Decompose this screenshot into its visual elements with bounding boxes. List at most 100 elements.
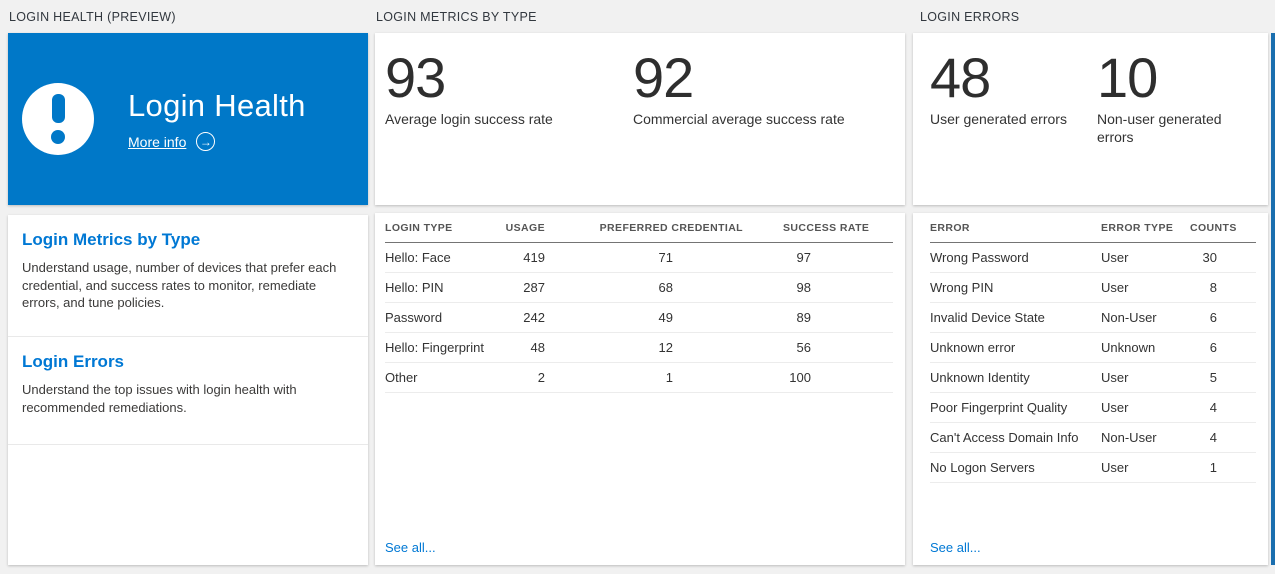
table-cell: Password bbox=[385, 310, 443, 325]
table-row[interactable]: Hello: Face 419 71 97 bbox=[385, 243, 893, 273]
table-cell: 242 bbox=[523, 310, 545, 325]
table-cell: 97 bbox=[796, 250, 811, 265]
table-cell: 89 bbox=[796, 310, 811, 325]
table-row[interactable]: Password 242 49 89 bbox=[385, 303, 893, 333]
table-cell: Wrong Password bbox=[930, 250, 1029, 265]
table-cell: Wrong PIN bbox=[930, 280, 994, 295]
table-cell: Unknown Identity bbox=[930, 370, 1030, 385]
login-errors-panel: LOGIN ERRORS 48 User generated errors 10… bbox=[913, 0, 1268, 565]
table-row[interactable]: Hello: PIN 287 68 98 bbox=[385, 273, 893, 303]
table-cell: 8 bbox=[1209, 280, 1217, 295]
column-header: COUNTS bbox=[1190, 221, 1237, 234]
table-row[interactable]: Wrong Password User 30 bbox=[930, 243, 1256, 273]
table-cell: User bbox=[1101, 280, 1129, 295]
table-cell: 4 bbox=[1209, 430, 1217, 445]
panel-header-login-health: LOGIN HEALTH (PREVIEW) bbox=[9, 9, 176, 24]
table-cell: No Logon Servers bbox=[930, 460, 1035, 475]
arrow-right-circle-icon[interactable]: → bbox=[196, 132, 216, 151]
login-metrics-table-card: LOGIN TYPE USAGE PREFERRED CREDENTIAL SUCCE… bbox=[375, 213, 905, 565]
table-cell: 419 bbox=[523, 250, 545, 265]
login-health-sections-card: Login Metrics by Type Understand usage, … bbox=[8, 215, 368, 565]
login-metrics-panel: LOGIN METRICS BY TYPE 93 Average login s… bbox=[375, 0, 905, 565]
table-cell: Non-User bbox=[1101, 310, 1157, 325]
table-cell: Hello: PIN bbox=[385, 280, 444, 295]
table-cell: Non-User bbox=[1101, 430, 1157, 445]
exclamation-dot bbox=[51, 130, 65, 144]
login-metrics-stats-card: 93 Average login success rate 92 Commerc… bbox=[375, 33, 905, 205]
stat-label: Commercial average success rate bbox=[633, 111, 845, 128]
table-cell: Hello: Fingerprint bbox=[385, 340, 484, 355]
table-cell: 6 bbox=[1209, 310, 1217, 325]
table-cell: Other bbox=[385, 370, 418, 385]
stat-user-generated-errors: 48 User generated errors bbox=[930, 49, 1097, 205]
stat-non-user-generated-errors: 10 Non-user generated errors bbox=[1097, 49, 1237, 205]
table-row[interactable]: Unknown Identity User 5 bbox=[930, 363, 1256, 393]
table-cell: 48 bbox=[530, 340, 545, 355]
stat-average-login-success-rate: 93 Average login success rate bbox=[385, 49, 633, 205]
stat-label: User generated errors bbox=[930, 111, 1067, 128]
table-cell: 1 bbox=[1209, 460, 1217, 475]
table-row[interactable]: Poor Fingerprint Quality User 4 bbox=[930, 393, 1256, 423]
column-header: LOGIN TYPE bbox=[385, 221, 453, 234]
more-info-row: More info → bbox=[128, 132, 306, 151]
section-description: Understand the top issues with login hea… bbox=[22, 382, 297, 415]
login-metrics-table: LOGIN TYPE USAGE PREFERRED CREDENTIAL SUCCE… bbox=[385, 213, 893, 393]
login-errors-table-card: ERROR ERROR TYPE COUNTS Wrong Password User 3… bbox=[913, 213, 1268, 565]
table-cell: 1 bbox=[665, 370, 673, 385]
login-errors-table: ERROR ERROR TYPE COUNTS Wrong Password User 3… bbox=[930, 213, 1256, 483]
table-row[interactable]: Wrong PIN User 8 bbox=[930, 273, 1256, 303]
section-login-metrics-by-type[interactable]: Login Metrics by Type Understand usage, … bbox=[8, 215, 368, 337]
tile-text: Login Health More info → bbox=[128, 87, 306, 151]
table-row[interactable]: Invalid Device State Non-User 6 bbox=[930, 303, 1256, 333]
table-cell: 49 bbox=[658, 310, 673, 325]
column-header: ERROR bbox=[930, 221, 970, 234]
table-row[interactable]: Unknown error Unknown 6 bbox=[930, 333, 1256, 363]
table-cell: Hello: Face bbox=[385, 250, 451, 265]
table-cell: 4 bbox=[1209, 400, 1217, 415]
table-cell: 2 bbox=[537, 370, 545, 385]
see-all-link[interactable]: See all... bbox=[930, 540, 981, 555]
see-all-link[interactable]: See all... bbox=[385, 540, 436, 555]
login-health-tile[interactable]: Login Health More info → bbox=[8, 33, 368, 205]
column-header: SUCCESS RATE bbox=[783, 221, 870, 234]
more-info-link[interactable]: More info bbox=[128, 133, 187, 150]
table-cell: 6 bbox=[1209, 340, 1217, 355]
table-cell: Unknown error bbox=[930, 340, 1016, 355]
stat-value: 92 bbox=[633, 46, 694, 109]
panel-header-login-errors: LOGIN ERRORS bbox=[920, 9, 1020, 24]
table-row[interactable]: Hello: Fingerprint 48 12 56 bbox=[385, 333, 893, 363]
table-cell: 12 bbox=[658, 340, 673, 355]
next-tile-edge bbox=[1271, 33, 1275, 565]
stat-value: 93 bbox=[385, 46, 446, 109]
table-cell: User bbox=[1101, 400, 1129, 415]
column-header: USAGE bbox=[505, 221, 545, 234]
table-cell: 56 bbox=[796, 340, 811, 355]
table-row[interactable]: No Logon Servers User 1 bbox=[930, 453, 1256, 483]
table-cell: Poor Fingerprint Quality bbox=[930, 400, 1068, 415]
stat-commercial-average-success-rate: 92 Commercial average success rate bbox=[633, 49, 845, 205]
section-title: Login Metrics by Type bbox=[22, 230, 201, 249]
table-row[interactable]: Can't Access Domain Info Non-User 4 bbox=[930, 423, 1256, 453]
section-title: Login Errors bbox=[22, 352, 125, 371]
panel-header-login-metrics: LOGIN METRICS BY TYPE bbox=[376, 9, 537, 24]
table-cell: 100 bbox=[789, 370, 811, 385]
table-cell: 30 bbox=[1202, 250, 1217, 265]
login-health-panel: LOGIN HEALTH (PREVIEW) Login Health More… bbox=[8, 0, 368, 565]
table-cell: User bbox=[1101, 460, 1129, 475]
table-cell: 5 bbox=[1209, 370, 1217, 385]
exclamation-icon bbox=[22, 83, 94, 155]
table-cell: Can't Access Domain Info bbox=[930, 430, 1079, 445]
stat-value: 48 bbox=[930, 46, 991, 109]
section-description: Understand usage, number of devices that… bbox=[22, 260, 337, 310]
table-header-row: ERROR ERROR TYPE COUNTS bbox=[930, 213, 1256, 243]
stat-label: Average login success rate bbox=[385, 111, 553, 128]
table-cell: User bbox=[1101, 250, 1129, 265]
table-row[interactable]: Other 2 1 100 bbox=[385, 363, 893, 393]
stat-label: Non-user generated errors bbox=[1097, 111, 1222, 146]
table-cell: 98 bbox=[796, 280, 811, 295]
section-login-errors[interactable]: Login Errors Understand the top issues w… bbox=[8, 337, 368, 445]
tile-title: Login Health bbox=[128, 88, 306, 123]
table-cell: User bbox=[1101, 370, 1129, 385]
stat-value: 10 bbox=[1097, 46, 1158, 109]
